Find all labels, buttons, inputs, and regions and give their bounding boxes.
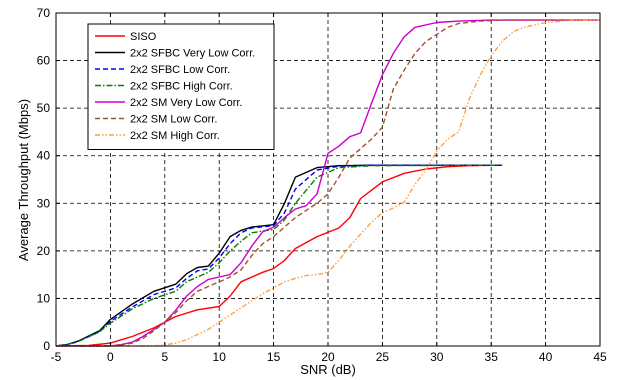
legend-box (87, 23, 275, 150)
legend-label: 2x2 SFBC Low Corr. (130, 64, 230, 76)
x-tick-label: 20 (321, 350, 335, 364)
series-line-2 (55, 164, 503, 347)
legend: SISO 2x2 SFBC Very Low Corr. 2x2 SFBC Low … (87, 23, 275, 150)
y-tick-label: 50 (37, 101, 51, 115)
x-axis-label: SNR (dB) (300, 362, 356, 377)
x-tick-label: 5 (161, 350, 168, 364)
series-line-3 (55, 164, 503, 347)
series-line-7 (56, 19, 601, 347)
y-tick-label: 10 (37, 291, 51, 305)
y-tick-label: 20 (37, 244, 51, 258)
x-tick-label: 10 (213, 350, 227, 364)
legend-label: 2x2 SFBC Very Low Corr. (130, 48, 255, 60)
x-tick-label: 35 (485, 350, 499, 364)
legend-label: 2x2 SM Low Corr. (130, 114, 217, 126)
y-tick-label: 40 (37, 149, 51, 163)
series-layer (55, 19, 601, 347)
x-tick-label: 25 (376, 350, 390, 364)
legend-label: SISO (130, 31, 157, 43)
x-tick-label: -5 (51, 350, 62, 364)
legend-label: 2x2 SFBC High Corr. (130, 81, 233, 93)
legend-label: 2x2 SM Very Low Corr. (130, 97, 243, 109)
y-tick-label: 60 (37, 54, 51, 68)
x-tick-label: 40 (539, 350, 553, 364)
series-line-1 (55, 164, 503, 347)
series-line-6 (56, 19, 600, 347)
y-tick-label: 30 (37, 196, 51, 210)
y-tick-label: 70 (37, 6, 51, 20)
x-tick-label: 30 (430, 350, 444, 364)
x-tick-label: 45 (593, 350, 607, 364)
x-tick-label: 15 (267, 350, 281, 364)
y-tick-label: 0 (43, 339, 50, 353)
axis-ticks (55, 12, 601, 347)
y-axis-label: Average Throughput (Mbps) (16, 99, 31, 261)
series-line-4 (55, 164, 503, 347)
legend-label: 2x2 SM High Corr. (130, 130, 220, 142)
x-tick-label: 0 (107, 350, 114, 364)
